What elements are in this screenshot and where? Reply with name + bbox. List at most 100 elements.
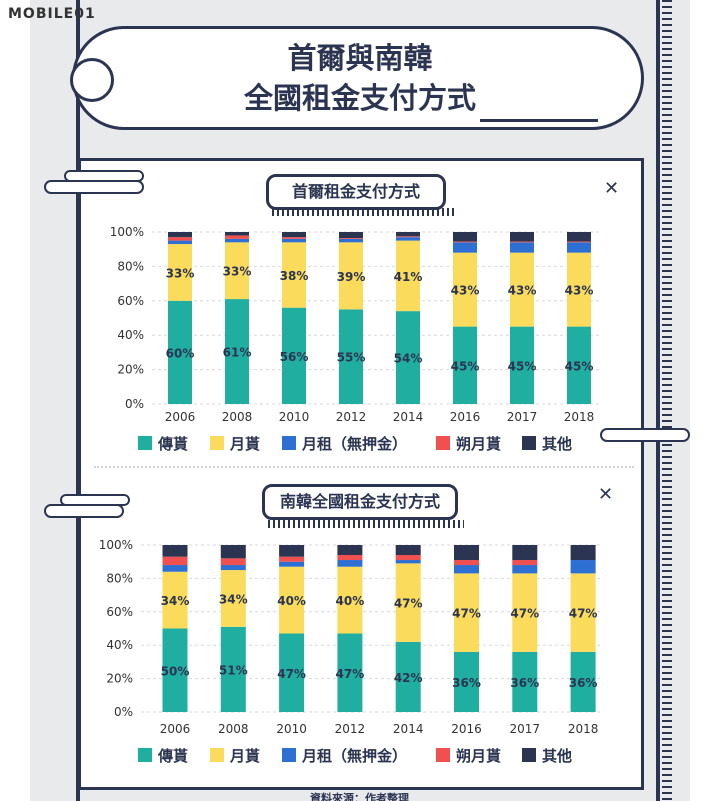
bar-segment <box>337 566 363 634</box>
data-label: 51% <box>219 663 248 677</box>
page-margin <box>0 0 30 801</box>
legend-label: 其他 <box>542 747 572 765</box>
x-tick-label: 2006 <box>160 722 191 736</box>
data-label: 47% <box>452 607 481 621</box>
cloud-icon <box>60 494 130 506</box>
x-tick-label: 2016 <box>451 722 482 736</box>
y-tick-label: 80% <box>117 259 144 273</box>
y-tick-label: 60% <box>106 605 133 619</box>
data-label: 40% <box>336 594 365 608</box>
bar-segment <box>395 641 421 712</box>
bar-segment <box>396 236 420 238</box>
cloud-icon <box>64 170 144 182</box>
bar-segment <box>339 232 363 239</box>
title-banner <box>72 26 644 130</box>
bar-segment <box>225 299 249 404</box>
data-label: 45% <box>451 359 480 373</box>
bar-segment <box>395 563 421 642</box>
bar-segment <box>453 232 477 242</box>
bar-segment <box>279 633 305 712</box>
data-label: 45% <box>508 359 537 373</box>
bar-segment <box>339 238 363 239</box>
bar-segment <box>225 232 249 236</box>
y-tick-label: 80% <box>106 571 133 585</box>
data-label: 54% <box>394 352 423 366</box>
bar-segment <box>337 633 363 712</box>
chart-divider <box>94 466 634 468</box>
bar-segment <box>339 238 363 243</box>
bar-segment <box>510 241 534 243</box>
bar-segment <box>454 565 479 574</box>
x-tick-label: 2018 <box>564 410 595 424</box>
bar-segment <box>220 545 246 559</box>
legend-swatch <box>138 748 152 762</box>
legend-swatch <box>138 436 152 450</box>
bar-segment <box>454 573 479 652</box>
bar-segment <box>162 628 188 712</box>
data-label: 47% <box>277 667 306 681</box>
chart-2-title: 南韓全國租金支付方式 <box>262 484 458 520</box>
bar-segment <box>510 252 534 327</box>
x-tick-label: 2017 <box>510 722 541 736</box>
bar-segment <box>162 545 188 557</box>
bar-segment <box>225 242 249 300</box>
x-tick-label: 2012 <box>335 722 366 736</box>
bar-segment <box>168 232 192 238</box>
y-tick-label: 20% <box>106 672 133 686</box>
bar-segment <box>279 556 305 562</box>
x-tick-label: 2016 <box>450 410 481 424</box>
right-rail <box>656 0 660 801</box>
title-shadow <box>268 520 464 528</box>
legend-label: 月租（無押金） <box>301 435 407 453</box>
data-label: 55% <box>337 351 366 365</box>
data-label: 47% <box>510 607 539 621</box>
bar-segment <box>168 300 192 404</box>
data-label: 36% <box>510 676 539 690</box>
legend-label: 月租（無押金） <box>301 747 407 765</box>
bar-segment <box>570 573 596 652</box>
legend-swatch <box>210 748 224 762</box>
title-line-1: 首爾與南韓 <box>287 41 433 75</box>
site-logo: MOBILE01 <box>8 6 96 22</box>
legend-swatch <box>436 748 450 762</box>
bar-segment <box>279 561 305 567</box>
y-tick-label: 40% <box>117 328 144 342</box>
bar-segment <box>282 232 306 238</box>
x-tick-label: 2012 <box>336 410 367 424</box>
bar-segment <box>279 545 305 557</box>
bar-segment <box>570 651 596 712</box>
bar-segment <box>220 565 246 571</box>
x-tick-label: 2010 <box>276 722 307 736</box>
y-tick-label: 40% <box>106 638 133 652</box>
title-line-2: 全國租金支付方式 <box>243 81 476 115</box>
data-label: 43% <box>508 284 537 298</box>
data-label: 36% <box>569 676 598 690</box>
y-tick-label: 100% <box>99 538 133 552</box>
bar-segment <box>454 651 479 712</box>
bar-segment <box>396 237 420 241</box>
x-tick-label: 2006 <box>165 410 196 424</box>
bar-segment <box>279 566 305 634</box>
legend-label: 月貰 <box>229 747 260 765</box>
bar-segment <box>220 558 246 566</box>
bar-segment <box>512 545 538 561</box>
bar-segment <box>225 235 249 239</box>
legend-swatch <box>282 748 296 762</box>
data-label: 56% <box>280 350 309 364</box>
bar-segment <box>337 555 363 561</box>
data-label: 60% <box>166 346 195 360</box>
legend-label: 朔月貰 <box>456 435 501 453</box>
bar-segment <box>567 241 591 243</box>
bar-segment <box>453 242 477 253</box>
data-label: 43% <box>451 284 480 298</box>
sparkle-icon: ✕ <box>604 178 620 199</box>
bar-segment <box>567 232 591 242</box>
legend-swatch <box>522 748 536 762</box>
legend-swatch <box>282 436 296 450</box>
right-stripe <box>662 0 672 801</box>
legend-label: 傳貰 <box>157 747 188 765</box>
bar-segment <box>567 242 591 253</box>
bar-segment <box>510 326 534 404</box>
bar-segment <box>339 242 363 310</box>
source-note: 資料來源：作者整理 <box>310 792 409 801</box>
